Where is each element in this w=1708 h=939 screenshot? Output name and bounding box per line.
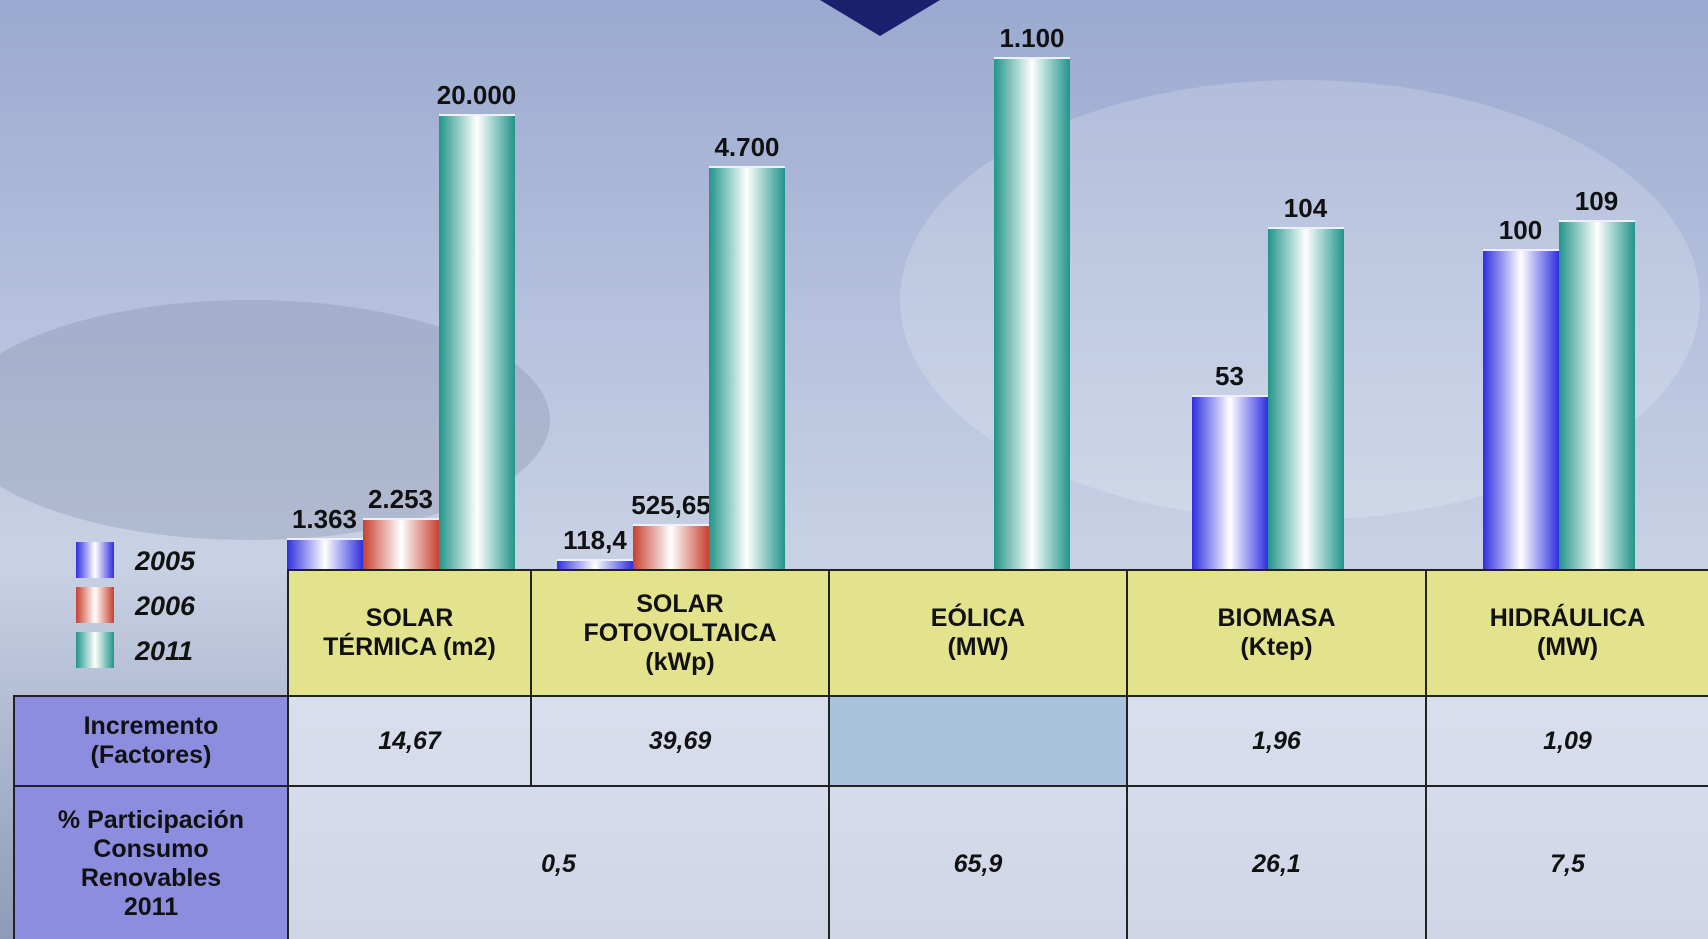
bar — [709, 166, 785, 569]
table-cell: 7,5 — [1425, 785, 1708, 939]
value-label: 100 — [1498, 214, 1543, 245]
table-cell: 0,5 — [287, 785, 830, 939]
bar — [1482, 248, 1559, 569]
table-cell: 14,67 — [287, 695, 532, 787]
table-cell: 1,96 — [1126, 695, 1427, 787]
table-cell: 65,9 — [828, 785, 1128, 939]
table-cell: 26,1 — [1126, 785, 1427, 939]
bar — [1267, 227, 1344, 569]
value-label: 4.700 — [714, 132, 780, 162]
legend-label: 2005 — [135, 546, 196, 576]
table-cell: 1,09 — [1425, 695, 1708, 787]
table-cell — [828, 695, 1128, 787]
value-label: 53 — [1215, 360, 1244, 391]
bar — [994, 57, 1070, 569]
legend-label: 2006 — [135, 591, 196, 621]
category-header: EÓLICA (MW) — [828, 569, 1128, 697]
bar — [286, 537, 363, 569]
value-label: 1.363 — [291, 503, 358, 534]
legend-label: 2011 — [135, 636, 194, 666]
table-cell: 39,69 — [530, 695, 830, 787]
legend-swatch — [76, 587, 114, 623]
category-header: SOLAR TÉRMICA (m2) — [287, 569, 532, 697]
bar — [633, 523, 709, 569]
value-label: 1.100 — [999, 23, 1065, 53]
bar — [557, 558, 633, 569]
category-header: SOLAR FOTOVOLTAICA (kWp) — [530, 569, 830, 697]
bar — [438, 114, 515, 569]
bar — [362, 517, 439, 569]
value-label: 109 — [1574, 186, 1619, 216]
row-label: Incremento (Factores) — [13, 695, 289, 787]
category-header: BIOMASA (Ktep) — [1126, 569, 1427, 697]
legend-swatch — [76, 632, 114, 668]
legend-swatch — [76, 542, 114, 578]
value-label: 20.000 — [436, 80, 517, 110]
row-label: % Participación Consumo Renovables 2011 — [13, 785, 289, 939]
value-label: 118,4 — [563, 524, 627, 555]
category-header: HIDRÁULICA (MW) — [1425, 569, 1708, 697]
bar — [1191, 394, 1268, 569]
value-label: 2.253 — [367, 483, 434, 514]
value-label: 525,65 — [631, 489, 711, 520]
bar — [1558, 220, 1635, 569]
value-label: 104 — [1283, 193, 1328, 223]
